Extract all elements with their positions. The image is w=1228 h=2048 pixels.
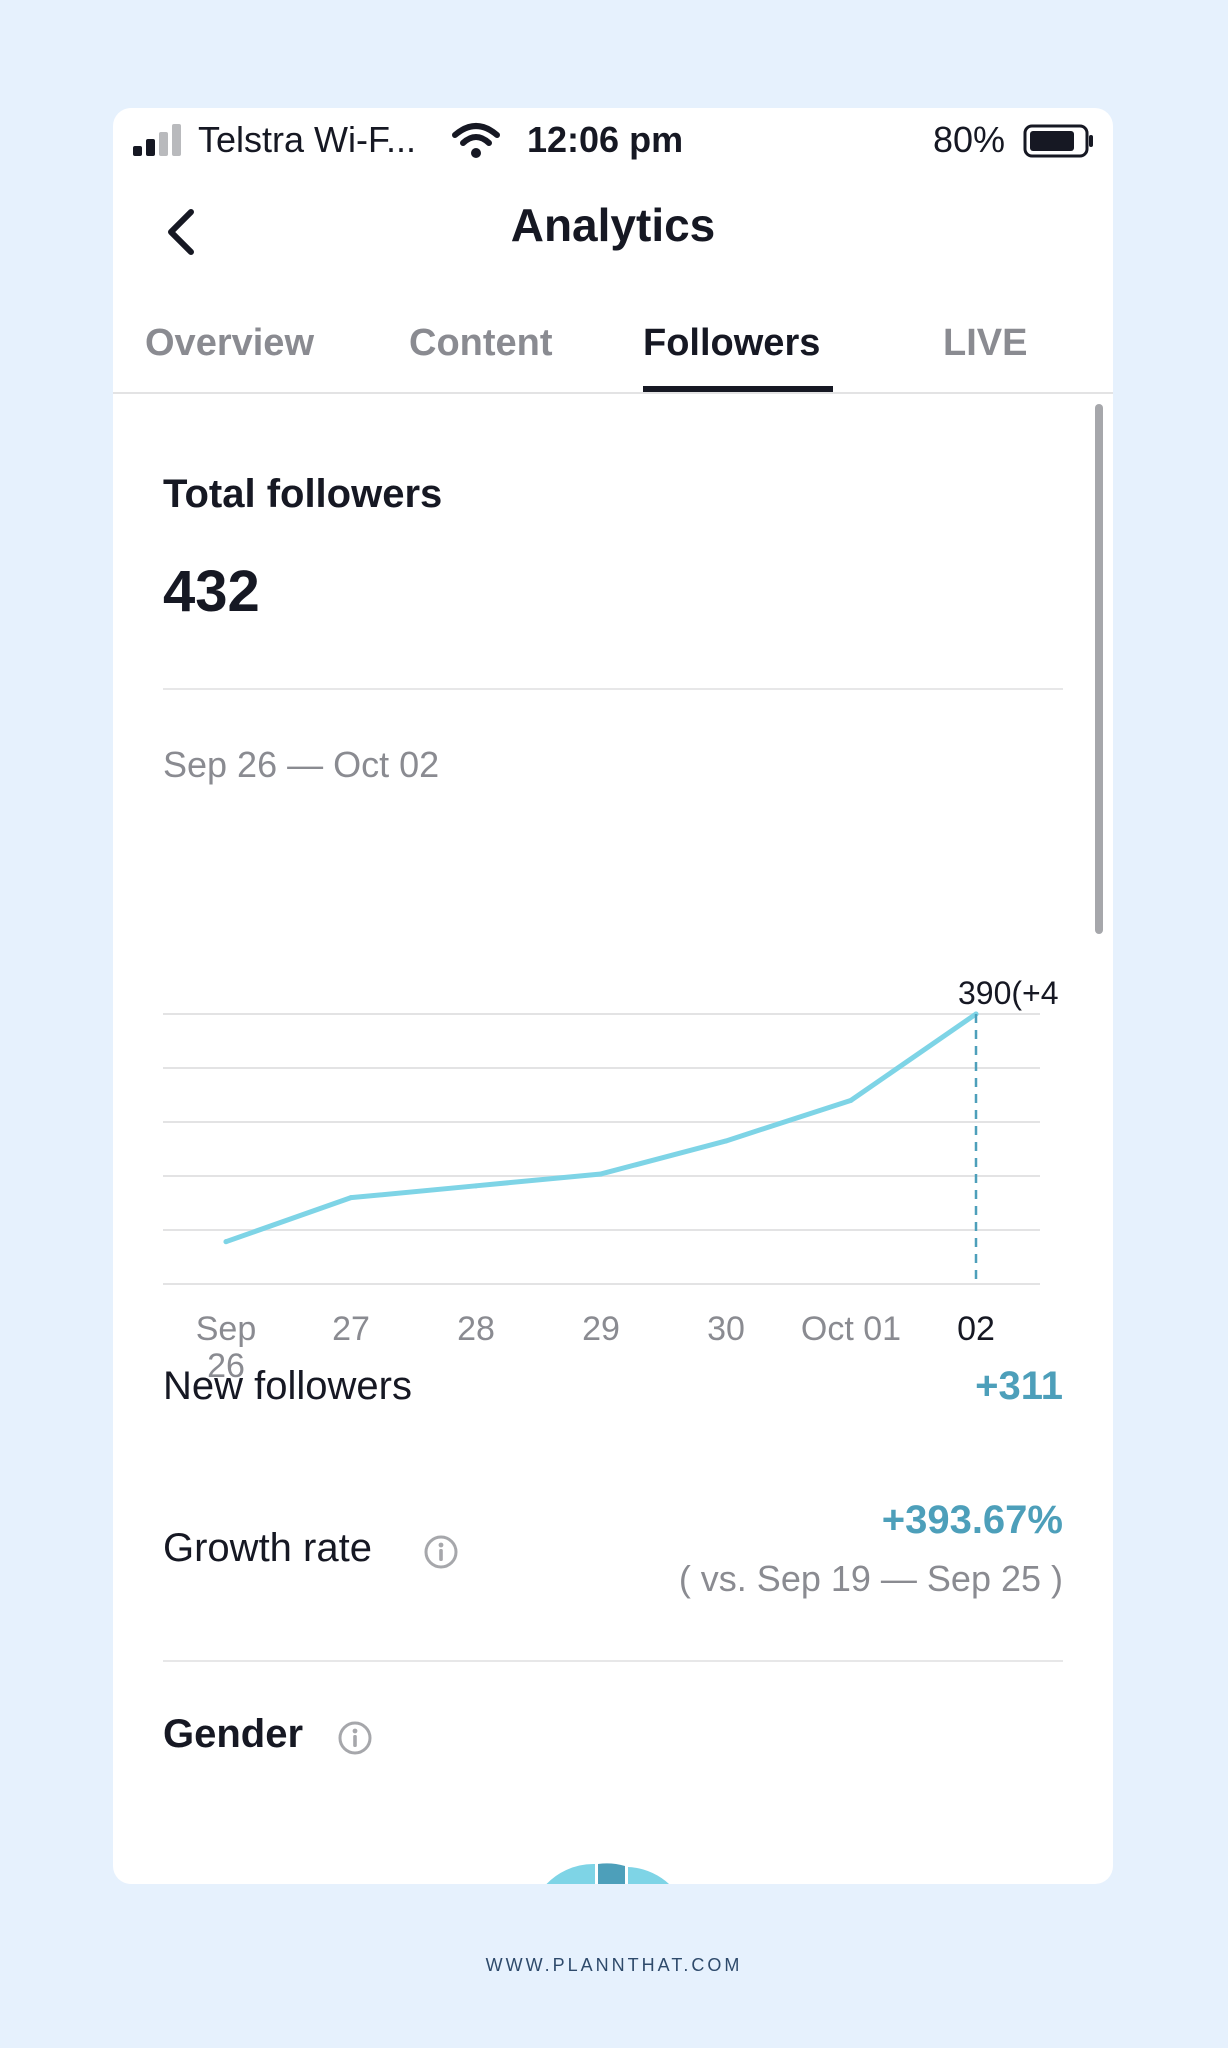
phone-screen: Telstra Wi-F... 12:06 pm 80% Analytics O… [113,108,1113,1884]
x-tick-label-line: 30 [707,1310,745,1348]
gender-segment [628,1867,669,1884]
x-tick-label: Oct 01 [801,1310,901,1348]
x-tick-label-line: 27 [332,1310,370,1348]
tab-bar: Overview Content Followers LIVE [113,308,1113,394]
signal-strength-icon [133,124,181,156]
back-button[interactable] [159,200,203,264]
page-title: Analytics [510,199,716,251]
tab-live[interactable]: LIVE [943,322,1028,364]
total-followers-title: Total followers [163,472,443,516]
footer-url: WWW.PLANNTHAT.COM [485,1955,743,1975]
status-bar: Telstra Wi-F... 12:06 pm 80% [113,108,1113,172]
x-tick-label: 02 [957,1310,995,1348]
divider [163,688,1063,690]
data-point [848,1097,854,1103]
battery-icon [1023,124,1093,158]
active-tab-indicator [643,386,833,392]
status-time: 12:06 pm [527,119,684,160]
series-line [223,1011,979,1245]
divider [163,1660,1063,1662]
scrollbar[interactable] [1095,404,1103,934]
new-followers-label: New followers [163,1364,412,1408]
info-icon[interactable] [423,1534,459,1570]
date-range: Sep 26 — Oct 02 [163,744,440,785]
x-tick-label-line: Oct 01 [801,1310,901,1348]
x-tick-label-line: 28 [457,1310,495,1348]
tab-content[interactable]: Content [409,322,553,364]
growth-rate-comparison: ( vs. Sep 19 — Sep 25 ) [678,1558,1063,1599]
wifi-icon [452,123,500,158]
x-tick-label: 30 [707,1310,745,1348]
x-tick-label-line: 26 [207,1347,245,1385]
data-point [723,1138,729,1144]
gender-title: Gender [163,1712,304,1756]
growth-rate-label: Growth rate [163,1526,372,1570]
tab-overview[interactable]: Overview [145,322,314,364]
x-tick-label: 28 [457,1310,495,1348]
x-tick-label-line: 02 [957,1310,995,1348]
x-tick-label: 29 [582,1310,620,1348]
data-point [598,1171,604,1177]
gender-segment [598,1863,625,1884]
tab-followers[interactable]: Followers [643,322,821,364]
chevron-left-icon [168,209,194,255]
data-point [223,1239,229,1245]
info-icon[interactable] [337,1720,373,1756]
data-point [473,1183,479,1189]
gender-donut-chart [546,1863,669,1884]
growth-rate-value: +393.67% [881,1498,1063,1542]
gender-segment [546,1863,595,1884]
x-tick-label-line: 29 [582,1310,620,1348]
data-point [348,1195,354,1201]
battery-percentage: 80% [933,119,1006,160]
carrier-name: Telstra Wi-F... [198,119,417,160]
x-tick-label: 27 [332,1310,370,1348]
total-followers-value: 432 [163,559,260,624]
x-tick-label-line: Sep [196,1310,257,1348]
x-tick-label: Sep 26 [196,1310,257,1385]
highlight-label: 390(+4 [958,975,1059,1011]
new-followers-value: +311 [975,1364,1063,1408]
followers-line-chart[interactable]: 390(+4 Sep 26 27 28 29 30 Oct 01 02 [113,848,1113,1408]
